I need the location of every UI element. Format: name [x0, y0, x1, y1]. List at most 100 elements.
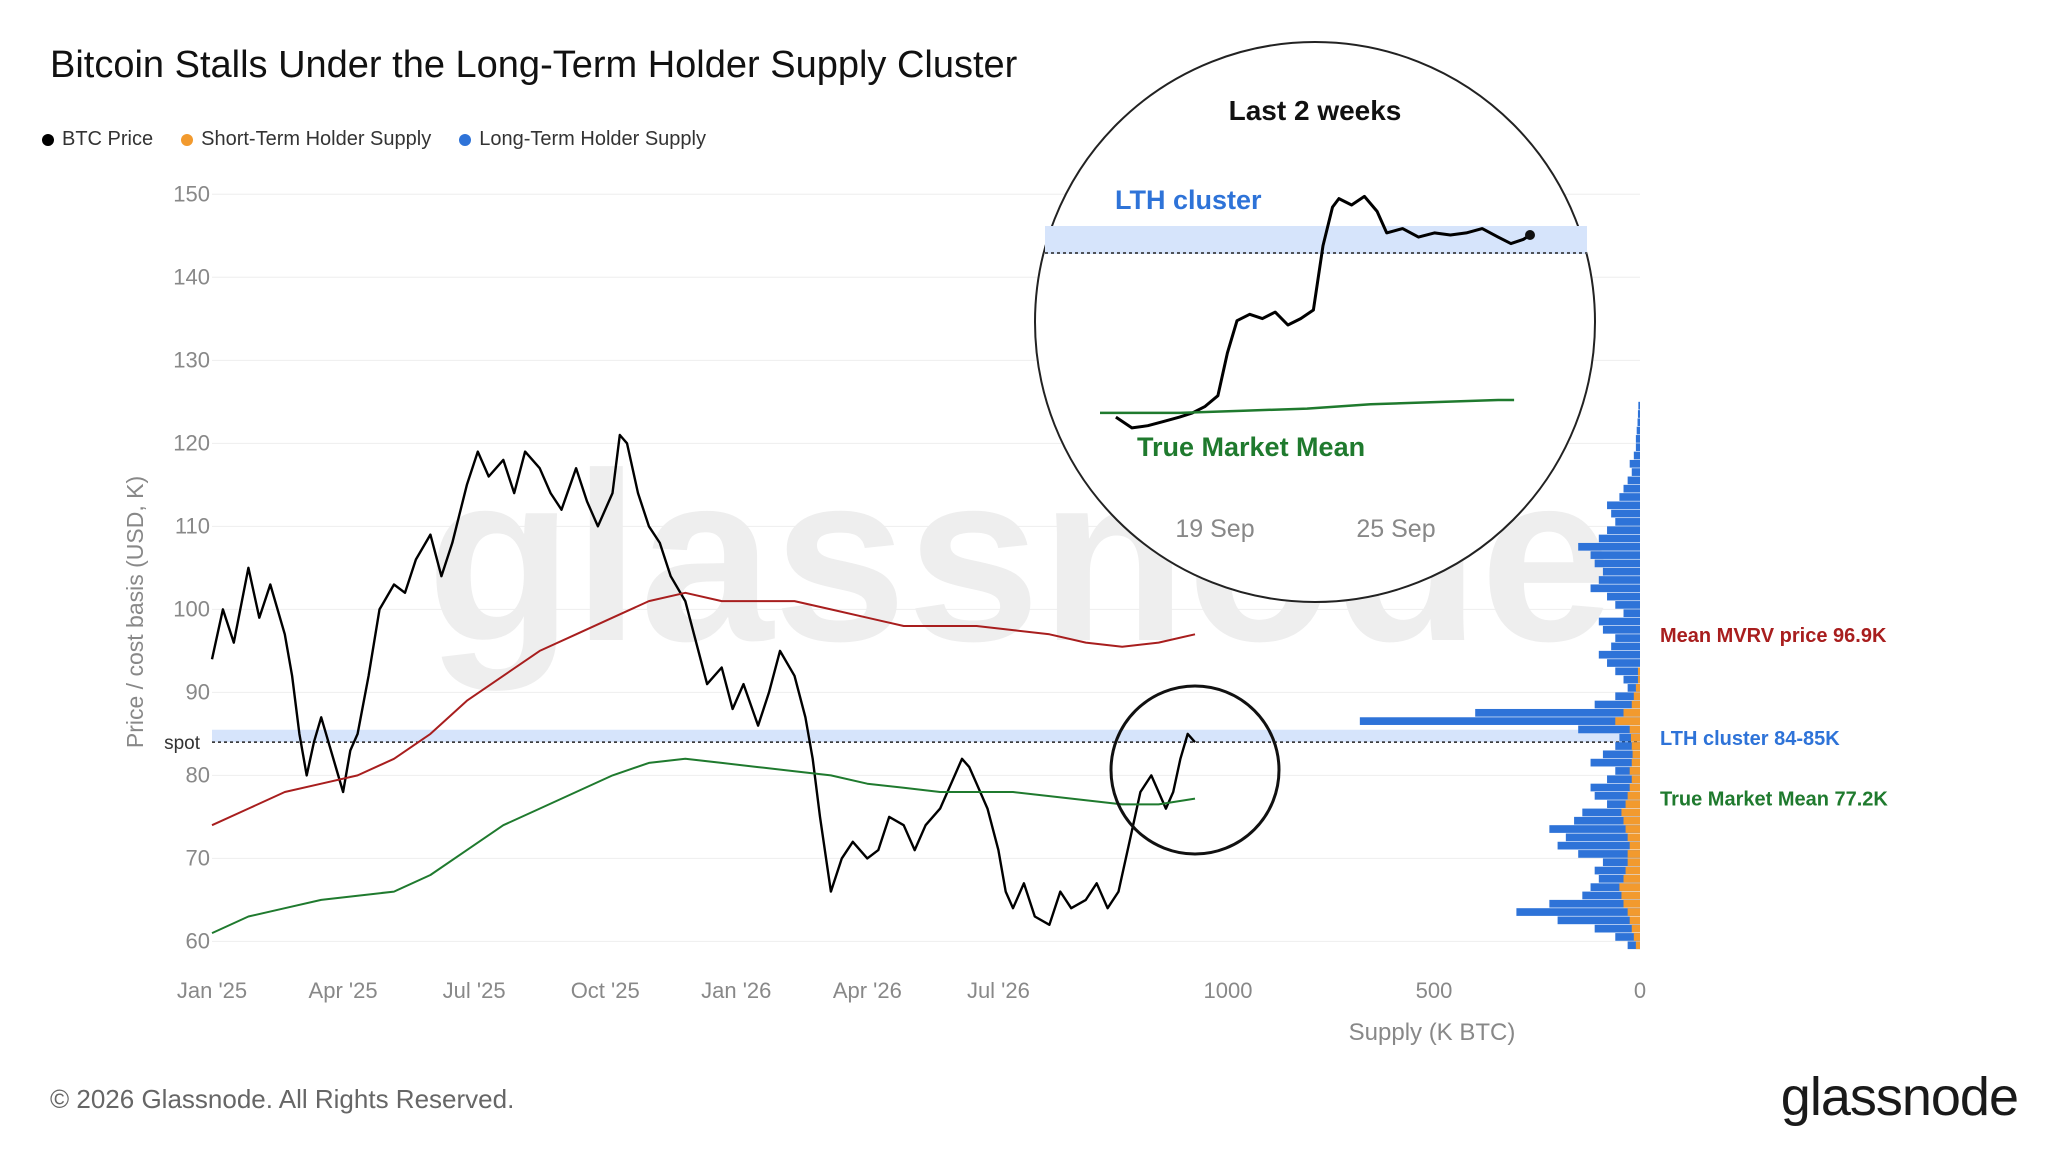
legend-item-btc-price[interactable]: BTC Price: [42, 128, 153, 151]
lth-supply-bar-3: [1557, 916, 1640, 925]
sth-supply-bar-2: [1631, 924, 1640, 933]
lth-supply-bar-10: [1602, 858, 1640, 867]
y-tick-label-4: 100: [173, 596, 210, 621]
lth-supply-bar-33: [1615, 667, 1640, 676]
lth-supply-bar-44: [1598, 576, 1640, 584]
lth-supply-bar-56: [1627, 476, 1640, 485]
lth-supply-bar-20: [1607, 775, 1640, 784]
lth-supply-bar-53: [1607, 501, 1640, 510]
y-tick-label-6: 120: [173, 430, 210, 455]
x-tick-label-1: Apr '25: [309, 978, 378, 1003]
y-tick-label-0: 60: [186, 928, 210, 953]
lth-supply-bar-61: [1635, 435, 1640, 443]
lth-supply-bar-23: [1602, 750, 1640, 759]
sth-supply-bar-3: [1629, 916, 1640, 925]
sth-supply-bar-6: [1621, 891, 1640, 900]
lth-supply-bar-1: [1615, 933, 1640, 941]
sth-supply-bar-24: [1631, 742, 1640, 750]
lth-supply-bar-59: [1633, 451, 1640, 460]
sth-supply-bar-25: [1630, 733, 1640, 742]
lth-supply-bar-31: [1627, 684, 1640, 692]
zoom-x-tick-label-1: 25 Sep: [1356, 515, 1435, 543]
lth-supply-bar-58: [1629, 459, 1640, 468]
spot-label: spot: [164, 733, 201, 754]
sth-supply-bar-30: [1633, 692, 1640, 701]
sth-supply-bar-7: [1619, 883, 1640, 891]
x-tick-label-5: Apr '26: [833, 978, 902, 1003]
x-tick-label-3: Oct '25: [571, 978, 640, 1003]
lth-supply-bar-38: [1602, 625, 1640, 634]
lth-supply-bar-4: [1516, 908, 1640, 916]
lth-supply-bar-5: [1549, 899, 1640, 908]
x-tick-label-0: Jan '25: [177, 978, 247, 1003]
lth-supply-bar-55: [1623, 484, 1640, 493]
lth-supply-bar-34: [1607, 659, 1640, 667]
sth-supply-bar-21: [1629, 767, 1640, 775]
series-line-2: [211, 757, 1196, 935]
y-axis-label: Price / cost basis (USD, K): [122, 476, 148, 748]
lth-cluster-band: [212, 729, 1640, 743]
zoom-inset-circle: [1034, 41, 1596, 603]
sth-supply-bar-28: [1623, 708, 1640, 717]
legend-item-lth-supply[interactable]: Long-Term Holder Supply: [459, 128, 706, 151]
y-tick-label-7: 130: [173, 347, 210, 372]
zoom-inset-title: Last 2 weeks: [1229, 95, 1402, 126]
sth-supply-bar-33: [1637, 667, 1640, 676]
lth-supply-bar-30: [1615, 692, 1640, 701]
lth-supply-bar-13: [1565, 833, 1640, 842]
highlight-circle: [1109, 684, 1281, 856]
lth-supply-bar-54: [1619, 493, 1640, 501]
lth-supply-bar-27: [1359, 717, 1640, 725]
sth-supply-bar-17: [1625, 800, 1640, 808]
sth-supply-bar-0: [1635, 941, 1640, 950]
chart-title: Bitcoin Stalls Under the Long-Term Holde…: [50, 44, 1018, 86]
sth-supply-bar-10: [1627, 858, 1640, 867]
lth-supply-bar-65: [1638, 401, 1640, 410]
legend-marker-btc-price: [42, 133, 54, 146]
lth-supply-bar-24: [1615, 742, 1640, 750]
lth-supply-bar-49: [1598, 534, 1640, 543]
sth-supply-bar-12: [1629, 841, 1640, 850]
sth-supply-bar-27: [1615, 717, 1640, 725]
lth-supply-bar-6: [1582, 891, 1640, 900]
lth-supply-bar-41: [1615, 601, 1640, 609]
lth-supply-bar-60: [1635, 443, 1640, 452]
y-tick-label-3: 90: [186, 679, 210, 704]
sth-supply-bar-11: [1627, 850, 1640, 858]
series-line-1: [211, 591, 1196, 827]
legend-label-btc-price: BTC Price: [62, 128, 154, 150]
lth-supply-bar-29: [1594, 700, 1640, 709]
sth-supply-bar-20: [1631, 775, 1640, 784]
lth-supply-bar-7: [1590, 883, 1640, 891]
zoom-x-tick-label-0: 19 Sep: [1175, 515, 1254, 543]
lth-supply-bar-0: [1627, 941, 1640, 950]
y-tick-label-2: 80: [186, 762, 210, 787]
supply-axis-label: Supply (K BTC): [1349, 1019, 1516, 1046]
sth-supply-bar-26: [1629, 725, 1640, 734]
lth-supply-bar-51: [1615, 518, 1640, 526]
zoom-series-line-1: [1100, 398, 1515, 415]
y-tick-label-8: 140: [173, 264, 210, 289]
legend-item-sth-supply[interactable]: Short-Term Holder Supply: [181, 128, 431, 151]
zoom-mean-label: True Market Mean: [1137, 432, 1365, 462]
lth-supply-bar-26: [1578, 725, 1640, 734]
lth-supply-bar-19: [1590, 783, 1640, 792]
lth-supply-bar-36: [1611, 642, 1640, 651]
legend-marker-sth-supply: [181, 133, 194, 146]
lth-supply-bar-16: [1582, 808, 1640, 817]
legend: BTC Price Short-Term Holder Supply Long-…: [42, 128, 706, 151]
sth-supply-bar-5: [1623, 899, 1640, 908]
lth-supply-bar-48: [1578, 542, 1640, 551]
lth-supply-bar-11: [1578, 850, 1640, 858]
lth-supply-bar-62: [1636, 426, 1640, 435]
lth-supply-bar-47: [1590, 551, 1640, 559]
sth-supply-bar-19: [1629, 783, 1640, 792]
lth-supply-bar-28: [1475, 708, 1640, 717]
lth-supply-bar-35: [1598, 650, 1640, 659]
lth-supply-bar-17: [1607, 800, 1640, 808]
lth-supply-bar-63: [1637, 418, 1640, 427]
x-tick-label-6: Jul '26: [967, 978, 1030, 1003]
lth-supply-bar-52: [1611, 509, 1640, 518]
lth-supply-bar-57: [1631, 468, 1640, 476]
